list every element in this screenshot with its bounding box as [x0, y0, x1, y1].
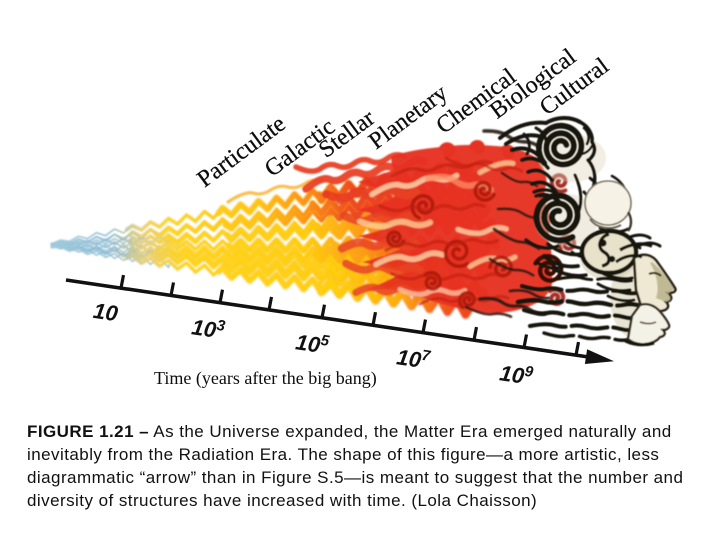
svg-text:105: 105 [294, 328, 331, 359]
svg-text:103: 103 [190, 313, 227, 344]
svg-text:10: 10 [92, 298, 121, 326]
svg-text:107: 107 [395, 343, 432, 374]
svg-text:Time (years after the big bang: Time (years after the big bang) [154, 368, 377, 389]
svg-text:109: 109 [498, 359, 535, 390]
